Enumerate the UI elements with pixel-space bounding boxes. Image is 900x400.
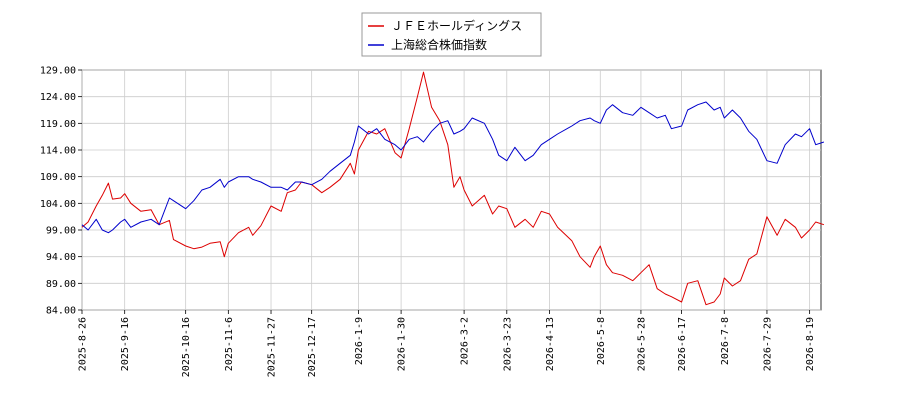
series-line-shanghai <box>81 101 825 234</box>
y-tick-label: 89.00 <box>46 279 76 290</box>
x-tick-label: 2026-1-9 <box>354 317 365 365</box>
x-tick-label: 2026-8-19 <box>805 317 816 371</box>
legend-box <box>361 12 542 57</box>
x-tick-label: 2026-3-2 <box>460 317 471 365</box>
x-tick-label: 2025-9-16 <box>120 317 131 371</box>
y-tick-label: 94.00 <box>46 252 76 263</box>
series-line-jfe <box>81 71 825 306</box>
x-tick-label: 2025-8-26 <box>78 317 89 371</box>
x-tick-label: 2026-6-17 <box>677 317 688 371</box>
y-tick-label: 104.00 <box>40 199 76 210</box>
x-tick-label: 2026-1-30 <box>397 317 408 371</box>
legend: ＪＦＥホールディングス 上海総合株価指数 <box>361 12 542 57</box>
x-axis: 2025-8-26 2025-9-16 2025-10-16 2025-11-6 202… <box>78 310 816 377</box>
x-tick-label: 2026-7-29 <box>762 317 773 371</box>
y-tick-label: 84.00 <box>46 306 76 317</box>
y-tick-label: 119.00 <box>40 119 76 130</box>
y-tick-label: 99.00 <box>46 226 76 237</box>
series-lines <box>81 71 825 306</box>
legend-label-shanghai: 上海総合株価指数 <box>391 37 487 52</box>
x-tick-label: 2026-3-23 <box>502 317 513 371</box>
plot-area <box>81 69 822 311</box>
y-tick-label: 109.00 <box>40 172 76 183</box>
x-tick-label: 2026-5-28 <box>636 317 647 371</box>
x-tick-label: 2026-5-8 <box>596 317 607 365</box>
y-tick-label: 124.00 <box>40 92 76 103</box>
x-tick-label: 2025-12-17 <box>307 317 318 377</box>
x-tick-label: 2026-4-13 <box>545 317 556 371</box>
x-tick-label: 2025-11-6 <box>224 317 235 371</box>
x-tick-label: 2026-7-8 <box>720 317 731 365</box>
x-tick-label: 2025-10-16 <box>181 317 192 377</box>
y-tick-label: 114.00 <box>40 146 76 157</box>
x-tick-label: 2025-11-27 <box>267 317 278 377</box>
legend-label-jfe: ＪＦＥホールディングス <box>391 18 522 33</box>
y-tick-label: 129.00 <box>40 66 76 77</box>
y-axis: 129.00 124.00 119.00 114.00 109.00 104.00 99.0… <box>40 66 82 317</box>
